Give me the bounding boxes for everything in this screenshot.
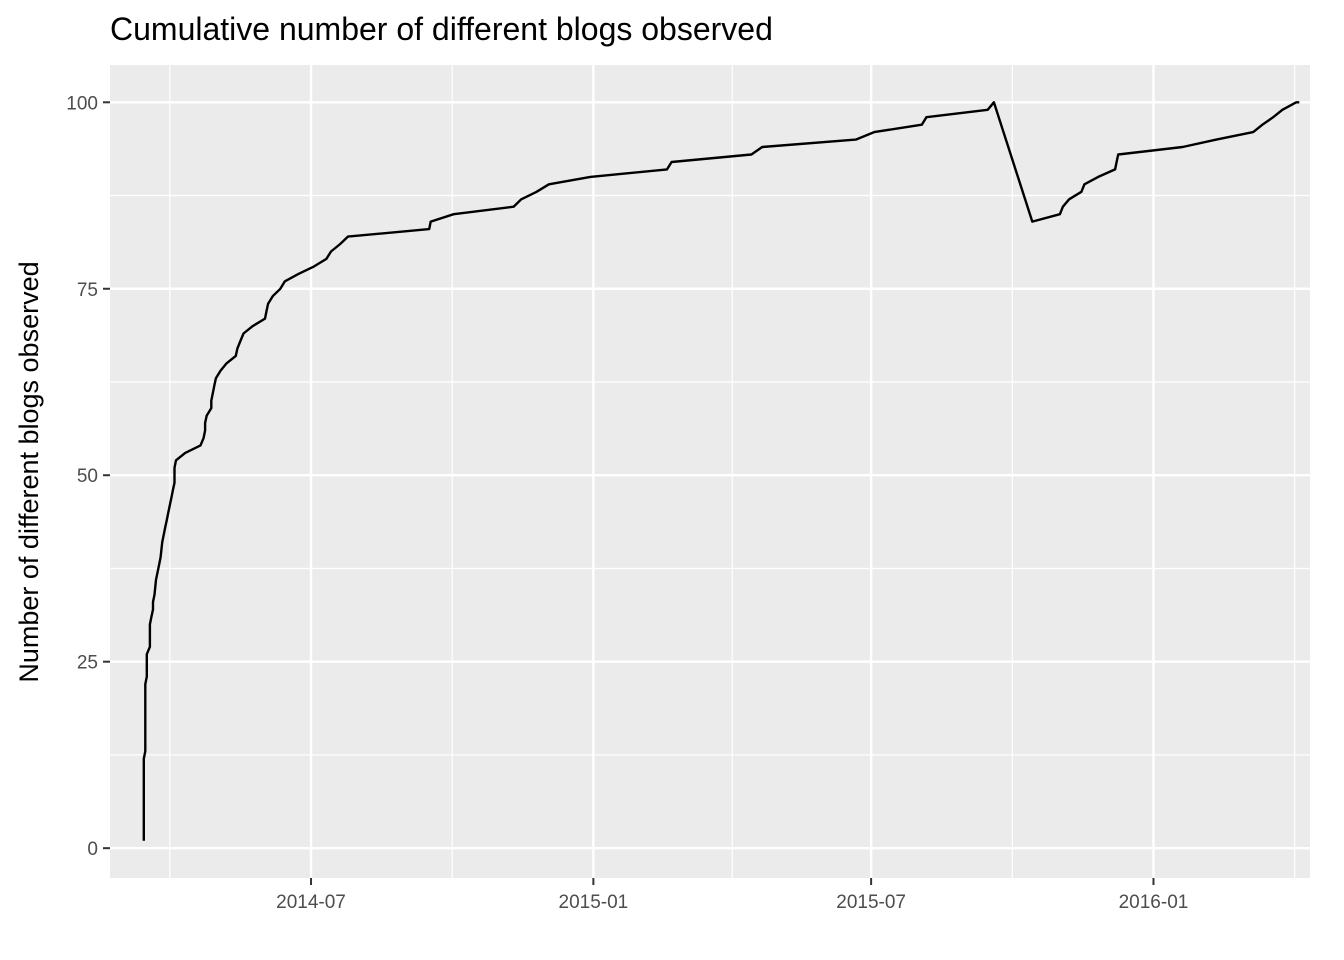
y-tick-label: 25	[77, 653, 98, 674]
axes: 0 25 50 75 100 2014-07 2015-01 2015-07 2016-01	[66, 93, 1188, 913]
x-tick-label: 2016-01	[1119, 892, 1189, 913]
x-tick-label: 2014-07	[276, 892, 346, 913]
y-tick-label: 0	[87, 839, 98, 860]
x-tick-label: 2015-07	[836, 892, 906, 913]
y-tick-label: 100	[66, 93, 98, 114]
series-line	[142, 101, 1300, 841]
y-tick-label: 75	[77, 280, 98, 301]
grid	[110, 65, 1310, 878]
x-tick-label: 2015-01	[559, 892, 629, 913]
plot-panel	[110, 65, 1310, 878]
data-line-group	[142, 101, 1300, 841]
y-axis-title: Number of different blogs observed	[14, 261, 44, 682]
y-tick-label: 50	[77, 466, 98, 487]
chart-title: Cumulative number of different blogs obs…	[110, 11, 773, 47]
